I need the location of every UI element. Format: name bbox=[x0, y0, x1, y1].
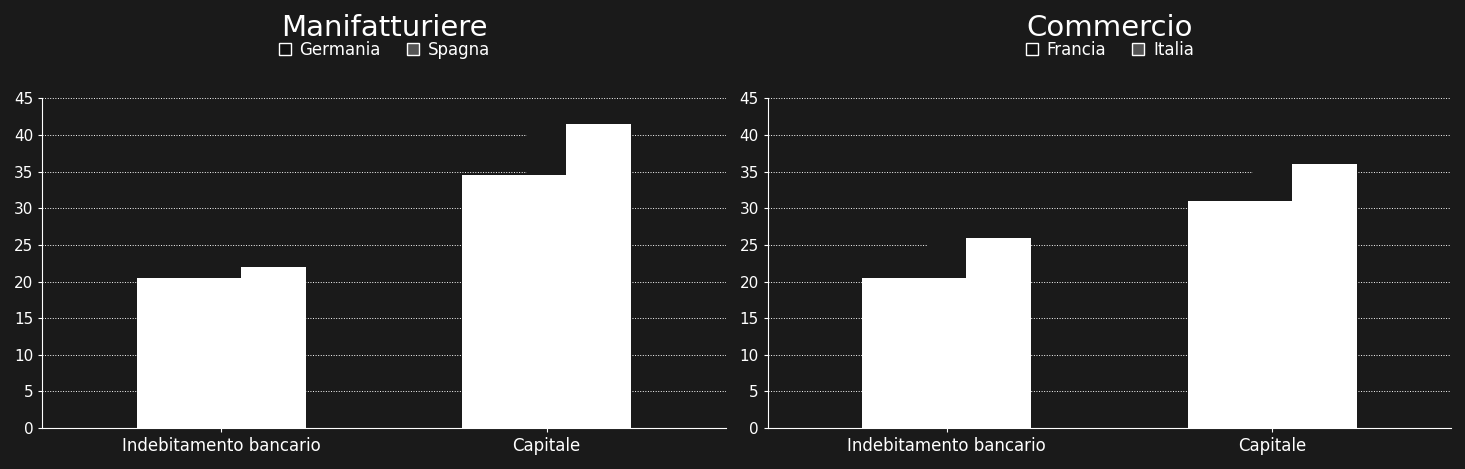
Legend: Francia, Italia: Francia, Italia bbox=[1018, 34, 1200, 66]
Bar bbox=[967, 238, 1031, 303]
Bar bbox=[1188, 201, 1292, 428]
Bar bbox=[136, 278, 240, 428]
Bar bbox=[240, 267, 306, 311]
Bar bbox=[136, 278, 240, 428]
Bar bbox=[927, 238, 1031, 428]
Bar bbox=[1188, 201, 1292, 428]
Bar bbox=[202, 267, 306, 428]
Bar bbox=[863, 278, 967, 428]
Bar bbox=[927, 303, 1031, 428]
Bar bbox=[1253, 230, 1357, 428]
Title: Commercio: Commercio bbox=[1026, 14, 1193, 42]
Bar bbox=[527, 124, 631, 428]
Bar bbox=[461, 175, 565, 428]
Bar bbox=[202, 267, 306, 311]
Legend: Germania, Spagna: Germania, Spagna bbox=[271, 34, 497, 66]
Bar bbox=[202, 311, 306, 428]
Bar bbox=[1292, 164, 1357, 230]
Bar bbox=[527, 197, 631, 428]
Bar bbox=[927, 238, 1031, 303]
Bar bbox=[527, 124, 631, 197]
Bar bbox=[461, 175, 565, 428]
Title: Manifatturiere: Manifatturiere bbox=[281, 14, 488, 42]
Bar bbox=[565, 124, 631, 197]
Bar bbox=[863, 278, 967, 428]
Bar bbox=[1253, 164, 1357, 230]
Bar bbox=[1253, 164, 1357, 428]
